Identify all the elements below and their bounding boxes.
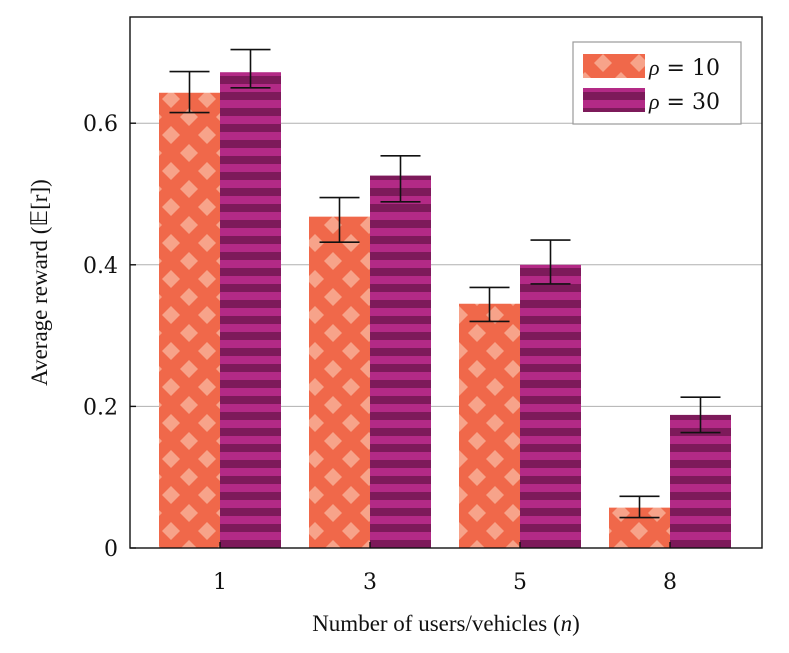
legend-label: ρ = 10 bbox=[648, 55, 720, 81]
plot-frame bbox=[129, 16, 763, 549]
x-tick-label: 8 bbox=[663, 570, 677, 595]
bar bbox=[159, 92, 220, 549]
y-tick-label: 0.2 bbox=[83, 395, 118, 420]
y-tick-label: 0.6 bbox=[83, 112, 118, 137]
x-tick-label: 5 bbox=[513, 570, 527, 595]
legend-swatch bbox=[583, 88, 645, 112]
y-axis-label: Average reward (𝔼[r]) bbox=[27, 179, 52, 386]
bars bbox=[159, 72, 731, 549]
axis-ticks: 0 0.2 0.4 0.6 1 3 5 8 bbox=[83, 112, 677, 595]
x-axis-label: Number of users/vehicles (n) bbox=[312, 611, 580, 636]
bar bbox=[309, 216, 370, 548]
bar bbox=[220, 72, 281, 548]
y-tick-label: 0 bbox=[104, 537, 118, 562]
x-tick-label: 3 bbox=[363, 570, 377, 595]
axis-labels: Number of users/vehicles (n) Average rewa… bbox=[27, 179, 580, 636]
error-bars bbox=[169, 48, 721, 519]
bar bbox=[370, 175, 431, 549]
bar bbox=[670, 414, 731, 548]
x-tick-label: 1 bbox=[213, 570, 227, 595]
bar bbox=[459, 303, 520, 548]
legend-swatch bbox=[583, 54, 645, 78]
legend: ρ = 10 ρ = 30 bbox=[572, 41, 742, 125]
y-tick-label: 0.4 bbox=[83, 254, 118, 279]
bar bbox=[520, 264, 581, 548]
legend-label: ρ = 30 bbox=[648, 89, 720, 115]
